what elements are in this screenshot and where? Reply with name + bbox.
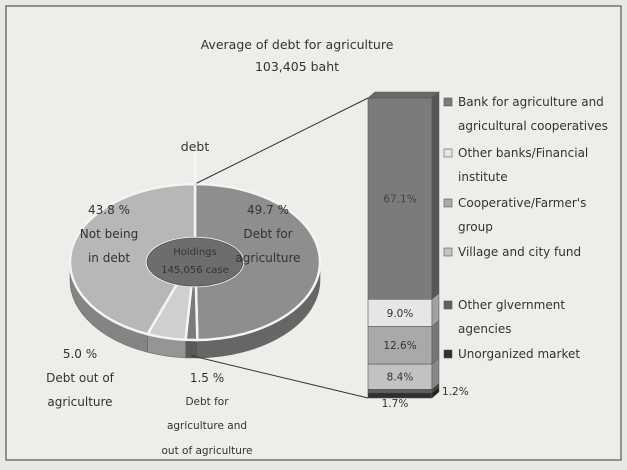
bar-segment-side-0 — [431, 91, 440, 300]
legend-label-other-glvernment-agencies-1: agencies — [458, 322, 512, 336]
slice-pct-label-1: 1.5 % — [190, 371, 224, 385]
legend-label-other-glvernment-agencies-0: Other glvernment — [458, 298, 565, 312]
legend-label-other-banks-financial-institute-1: institute — [458, 170, 508, 184]
bar-segment-side-2 — [431, 319, 440, 365]
donut-hole — [146, 237, 244, 287]
connector-lines — [191, 97, 369, 399]
slice-pct-label-2: 5.0 % — [63, 347, 97, 361]
bar-segment-side-5 — [431, 386, 440, 399]
bar-segment-other-banks-financial-institute — [367, 298, 433, 327]
bar-label-bank-for-agriculture-and-agricultural-cooperatives: 67.1% — [383, 194, 416, 206]
slice-label-2-line-1: agriculture — [47, 395, 112, 409]
bar-label-other-glvernment-agencies: 1.2% — [442, 386, 469, 398]
legend-swatch-cooperative-farmer-s-group — [443, 198, 453, 208]
slice-pct-label-3: 43.8 % — [88, 203, 130, 217]
slice-label-0-line-1: agriculture — [235, 251, 300, 265]
bar-label-cooperative-farmer-s-group: 12.6% — [383, 340, 416, 352]
pie-labels: 49.7 % Debt for agriculture 1.5 % Debt for ag… — [46, 203, 300, 457]
legend-label-cooperative-farmer-s-group-0: Cooperative/Farmer's — [458, 196, 586, 210]
legend-swatch-other-banks-financial-institute — [443, 148, 453, 158]
slice-side-1 — [185, 339, 198, 359]
bar-top-cap — [367, 91, 440, 99]
slice-pct-label-0: 49.7 % — [247, 203, 289, 217]
legend-swatch-bank-for-agriculture-and-agricultural-cooperatives — [443, 97, 453, 107]
connector-top — [194, 97, 369, 185]
bar-segment-bank-for-agriculture-and-agricultural-cooperatives — [367, 97, 433, 300]
bar-label-village-and-city-fund: 8.4% — [387, 372, 414, 384]
bar-label-unorganized-market: 1.7% — [382, 398, 409, 410]
chart-subtitle: 103,405 baht — [255, 59, 339, 74]
center-label: Holdings 145,056 case — [161, 247, 229, 276]
slice-label-2-line-0: Debt out of — [46, 371, 115, 385]
stacked-bar: 67.1% 9.0% 12.6% 8.4% 1.2% 1.7% — [367, 91, 469, 410]
chart-title: Average of debt for agriculture — [201, 37, 394, 52]
slice-label-1-line-0: Debt for — [185, 396, 229, 408]
legend-label-unorganized-market-0: Unorganized market — [458, 347, 580, 361]
center-label-line-1: Holdings — [173, 247, 216, 258]
bar-label-other-banks-financial-institute: 9.0% — [387, 308, 414, 320]
legend-label-bank-for-agriculture-and-agricultural-cooperatives-0: Bank for agriculture and — [458, 95, 604, 109]
legend-label-village-and-city-fund-0: Village and city fund — [458, 245, 581, 259]
legend: Bank for agriculture and agricultural coo… — [443, 95, 608, 361]
legend-label-other-banks-financial-institute-0: Other banks/Financial — [458, 146, 588, 160]
legend-swatch-village-and-city-fund — [443, 247, 453, 257]
slice-label-3-line-1: in debt — [88, 251, 130, 265]
center-label-line-2: 145,056 case — [161, 265, 229, 276]
bar-segment-village-and-city-fund — [367, 363, 433, 390]
slice-label-1-line-2: out of agriculture — [162, 445, 253, 457]
bar-segment-other-glvernment-agencies — [367, 388, 433, 394]
legend-swatch-unorganized-market — [443, 349, 453, 359]
legend-label-bank-for-agriculture-and-agricultural-cooperatives-1: agricultural cooperatives — [458, 119, 608, 133]
slice-label-0-line-0: Debt for — [243, 227, 292, 241]
slice-label-1-line-1: agriculture and — [167, 420, 247, 432]
connector-bottom — [191, 355, 369, 399]
bar-segment-cooperative-farmer-s-group — [367, 325, 433, 365]
donut-chart — [68, 182, 322, 359]
slice-label-3-line-0: Not being — [80, 227, 138, 241]
legend-swatch-other-glvernment-agencies — [443, 300, 453, 310]
legend-label-cooperative-farmer-s-group-1: group — [458, 220, 493, 234]
debt-label: debt — [181, 139, 210, 154]
